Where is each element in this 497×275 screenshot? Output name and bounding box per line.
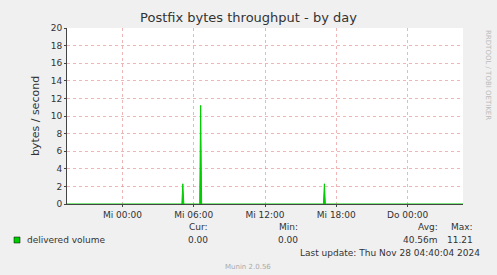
svg-text:18: 18 xyxy=(51,41,63,51)
svg-text:RRDTOOL / TOBI OETIKER: RRDTOOL / TOBI OETIKER xyxy=(484,30,492,120)
svg-text:40.56m: 40.56m xyxy=(403,235,438,245)
svg-text:14: 14 xyxy=(51,76,63,86)
svg-text:bytes / second: bytes / second xyxy=(29,76,42,156)
svg-text:Postfix bytes throughput - by: Postfix bytes throughput - by day xyxy=(140,10,357,25)
svg-text:0: 0 xyxy=(56,199,62,209)
svg-text:Mi 06:00: Mi 06:00 xyxy=(174,210,213,220)
svg-text:Last update: Thu Nov 28 04:40:: Last update: Thu Nov 28 04:40:04 2024 xyxy=(300,248,480,258)
svg-text:Mi 00:00: Mi 00:00 xyxy=(103,210,142,220)
svg-text:Munin 2.0.56: Munin 2.0.56 xyxy=(225,263,271,271)
svg-text:0.00: 0.00 xyxy=(278,235,298,245)
svg-text:10: 10 xyxy=(51,111,63,121)
svg-text:11.21: 11.21 xyxy=(447,235,473,245)
svg-text:Mi 18:00: Mi 18:00 xyxy=(317,210,356,220)
svg-text:6: 6 xyxy=(56,146,62,156)
svg-text:16: 16 xyxy=(51,58,63,68)
svg-text:Max:: Max: xyxy=(451,222,473,232)
svg-text:Cur:: Cur: xyxy=(189,222,208,232)
svg-text:delivered volume: delivered volume xyxy=(27,235,106,245)
svg-text:8: 8 xyxy=(56,129,62,139)
svg-text:20: 20 xyxy=(51,23,63,33)
svg-text:Avg:: Avg: xyxy=(418,222,438,232)
svg-text:4: 4 xyxy=(56,164,62,174)
svg-text:Min:: Min: xyxy=(279,222,298,232)
svg-text:Do 00:00: Do 00:00 xyxy=(387,210,429,220)
svg-text:Mi 12:00: Mi 12:00 xyxy=(245,210,284,220)
svg-text:12: 12 xyxy=(51,94,62,104)
svg-text:2: 2 xyxy=(56,182,62,192)
svg-text:0.00: 0.00 xyxy=(188,235,208,245)
